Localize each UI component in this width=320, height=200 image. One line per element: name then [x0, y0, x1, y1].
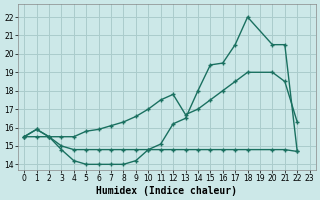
X-axis label: Humidex (Indice chaleur): Humidex (Indice chaleur)	[96, 186, 237, 196]
